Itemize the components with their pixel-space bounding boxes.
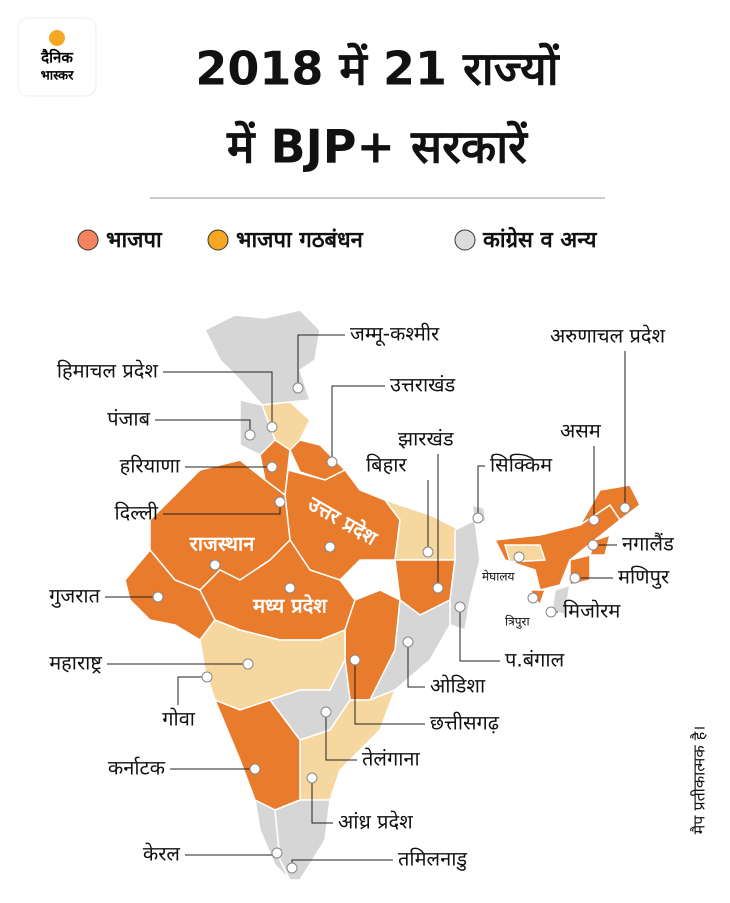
logo-text: दैनिक xyxy=(40,49,74,67)
state-label: जम्मू-कश्मीर xyxy=(350,322,440,347)
state-dot xyxy=(284,582,296,594)
state-label: असम xyxy=(560,419,602,443)
state-label: सिक्किम xyxy=(490,453,553,477)
state-dot xyxy=(326,456,338,468)
leader-line xyxy=(325,712,357,761)
state-label: बिहार xyxy=(366,453,407,477)
state-label: त्रिपुरा xyxy=(505,615,530,630)
leader-line xyxy=(477,465,485,518)
state-dot xyxy=(152,591,164,603)
state-label: मध्य प्रदेश xyxy=(252,594,328,618)
state-label: महाराष्ट्र xyxy=(49,651,102,675)
state-label: छत्तीसगढ़ xyxy=(430,711,500,735)
title: में BJP+ सरकारें xyxy=(226,120,529,174)
state-dot xyxy=(292,382,304,394)
state-dot xyxy=(454,601,466,613)
state-dot xyxy=(306,772,318,784)
state-dot xyxy=(209,559,221,571)
state-dot xyxy=(472,512,484,524)
leader-line xyxy=(177,676,207,705)
state-label: नगालैंड xyxy=(622,532,674,556)
state-dot xyxy=(619,502,631,514)
state-dot xyxy=(422,546,434,558)
title: 2018 में 21 राज्यों xyxy=(195,42,560,96)
state-dot xyxy=(402,636,414,648)
state-dot xyxy=(266,421,278,433)
state-label: झारखंड xyxy=(398,427,454,451)
leader-line xyxy=(185,853,278,856)
state-dot xyxy=(274,496,286,508)
state-label: कर्नाटक xyxy=(108,756,166,780)
legend-label: कांग्रेस व अन्य xyxy=(482,226,598,253)
legend-swatch xyxy=(77,229,99,251)
leader-line xyxy=(297,334,345,388)
state-dot xyxy=(588,514,600,526)
logo-sun xyxy=(49,30,65,46)
state-dot xyxy=(201,671,213,683)
state-label: अरुणाचल प्रदेश xyxy=(550,324,665,348)
state-dot xyxy=(244,429,256,441)
leader-line xyxy=(354,660,425,725)
leader-line xyxy=(407,642,425,688)
state-dot xyxy=(271,847,283,859)
state-label: उत्तराखंड xyxy=(390,373,455,397)
state-dot xyxy=(249,763,261,775)
leader-line xyxy=(311,778,333,824)
state-label: केरल xyxy=(143,842,181,866)
state-label: आंध्र प्रदेश xyxy=(338,810,413,834)
state-dot xyxy=(513,551,525,563)
state-dot xyxy=(320,706,332,718)
logo-text: भास्कर xyxy=(41,69,75,84)
state-label: मिजोरम xyxy=(563,599,621,623)
state-label: मणिपुर xyxy=(618,565,670,590)
leader-line xyxy=(459,607,500,662)
state-label: मेघालय xyxy=(482,570,516,584)
state-label: तमिलनाडु xyxy=(398,847,467,872)
legend-label: भाजपा xyxy=(106,228,163,253)
state-label: पंजाब xyxy=(107,407,150,431)
leader-line xyxy=(155,419,251,435)
state-label: दिल्ली xyxy=(114,501,158,525)
state-dot xyxy=(242,658,254,670)
state-label: प.बंगाल xyxy=(505,648,565,672)
legend-swatch xyxy=(207,229,229,251)
state-label: गोवा xyxy=(162,707,196,731)
state-label: हिमाचल प्रदेश xyxy=(57,359,159,383)
leader-line xyxy=(331,385,385,462)
state-dot xyxy=(324,541,336,553)
state-dot xyxy=(432,582,444,594)
state-dot xyxy=(587,539,599,551)
state-dot xyxy=(545,606,557,618)
map xyxy=(124,309,641,881)
note: मैप प्रतीकात्मक है। xyxy=(690,726,709,835)
leader-line xyxy=(163,371,273,427)
state-dot xyxy=(349,654,361,666)
state-label: ओडिशा xyxy=(430,674,486,698)
state-label: राजस्थान xyxy=(189,532,256,556)
state-dot xyxy=(266,461,278,473)
legend-label: भाजपा गठबंधन xyxy=(236,228,364,253)
state-label: तेलंगाना xyxy=(362,747,420,771)
state-dot xyxy=(286,862,298,874)
legend-swatch xyxy=(454,229,476,251)
logo-box xyxy=(17,17,97,97)
state-dot xyxy=(569,572,581,584)
state-dot xyxy=(527,592,539,604)
state-label: हरियाणा xyxy=(120,454,181,478)
state-label: गुजरात xyxy=(49,584,100,609)
